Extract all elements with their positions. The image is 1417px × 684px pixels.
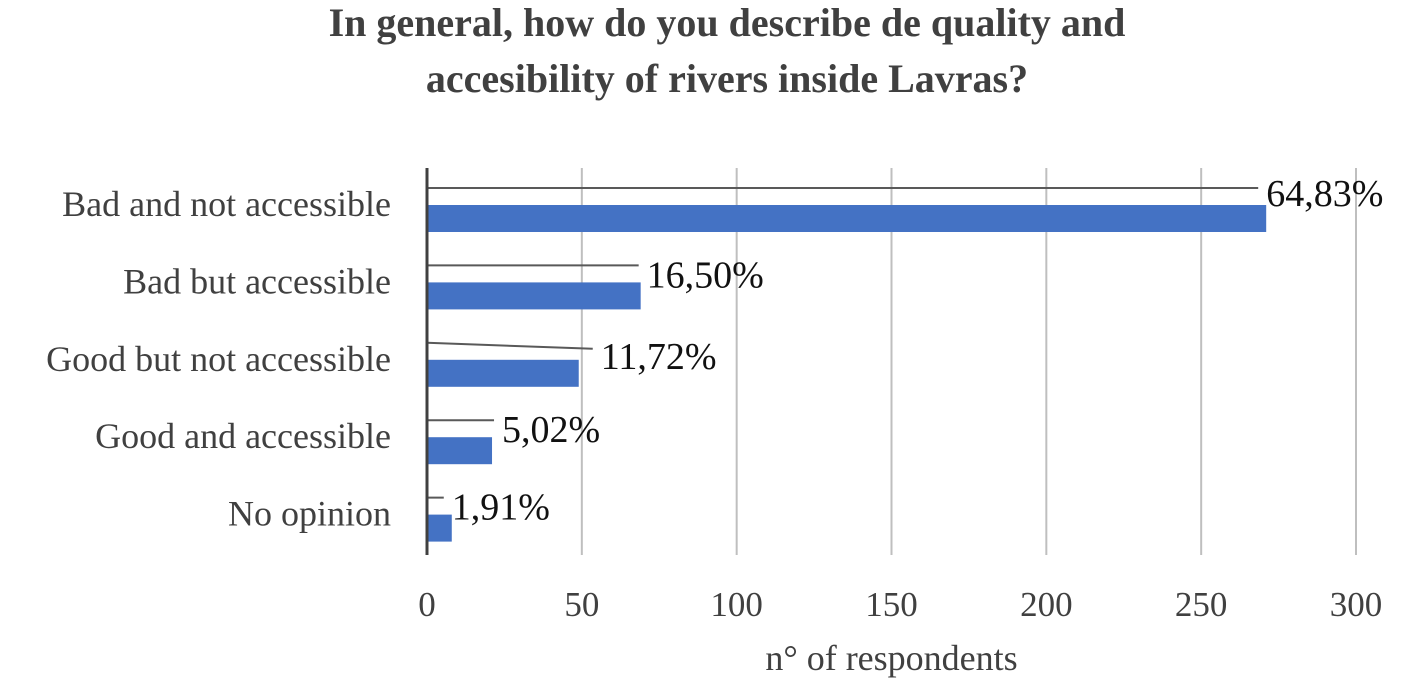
x-tick-label: 50 (564, 585, 599, 624)
bar (427, 205, 1267, 232)
x-tick-label: 150 (865, 585, 918, 624)
x-tick-label: 100 (710, 585, 763, 624)
x-tick-label: 0 (418, 585, 436, 624)
category-label: Bad but accessible (123, 261, 391, 301)
chart-title: In general, how do you describe de quali… (329, 0, 1126, 101)
leader-line (426, 341, 593, 350)
data-label: 11,72% (601, 336, 717, 378)
bar (427, 514, 452, 542)
bar (427, 437, 493, 465)
x-tick-label: 200 (1020, 585, 1073, 624)
chart-title-line-1: In general, how do you describe de quali… (329, 0, 1126, 45)
bar (427, 359, 579, 387)
data-label: 1,91% (452, 487, 550, 529)
x-tick-labels: 0 50 100 150 200 250 300 (418, 585, 1382, 624)
label-leader-lines (426, 187, 1259, 499)
category-label: Bad and not accessible (62, 184, 391, 224)
x-tick-label: 250 (1175, 585, 1228, 624)
chart-title-line-2: accesibility of rivers inside Lavras? (426, 56, 1028, 101)
data-label: 5,02% (502, 409, 600, 451)
x-tick-label: 300 (1330, 585, 1383, 624)
category-label: No opinion (228, 494, 391, 534)
category-label: Good and accessible (95, 416, 391, 456)
bars (427, 205, 1267, 542)
bar (427, 282, 641, 310)
category-label: Good but not accessible (46, 339, 391, 379)
category-labels: Bad and not accessible Bad but accessible… (46, 184, 391, 534)
data-labels: 64,83% 16,50% 11,72%5,02% 1,91% (452, 173, 1384, 529)
data-label: 64,83% (1266, 173, 1383, 215)
x-axis-title: n° of respondents (765, 638, 1017, 678)
gridlines (580, 168, 1357, 555)
data-label: 16,50% (647, 254, 764, 296)
